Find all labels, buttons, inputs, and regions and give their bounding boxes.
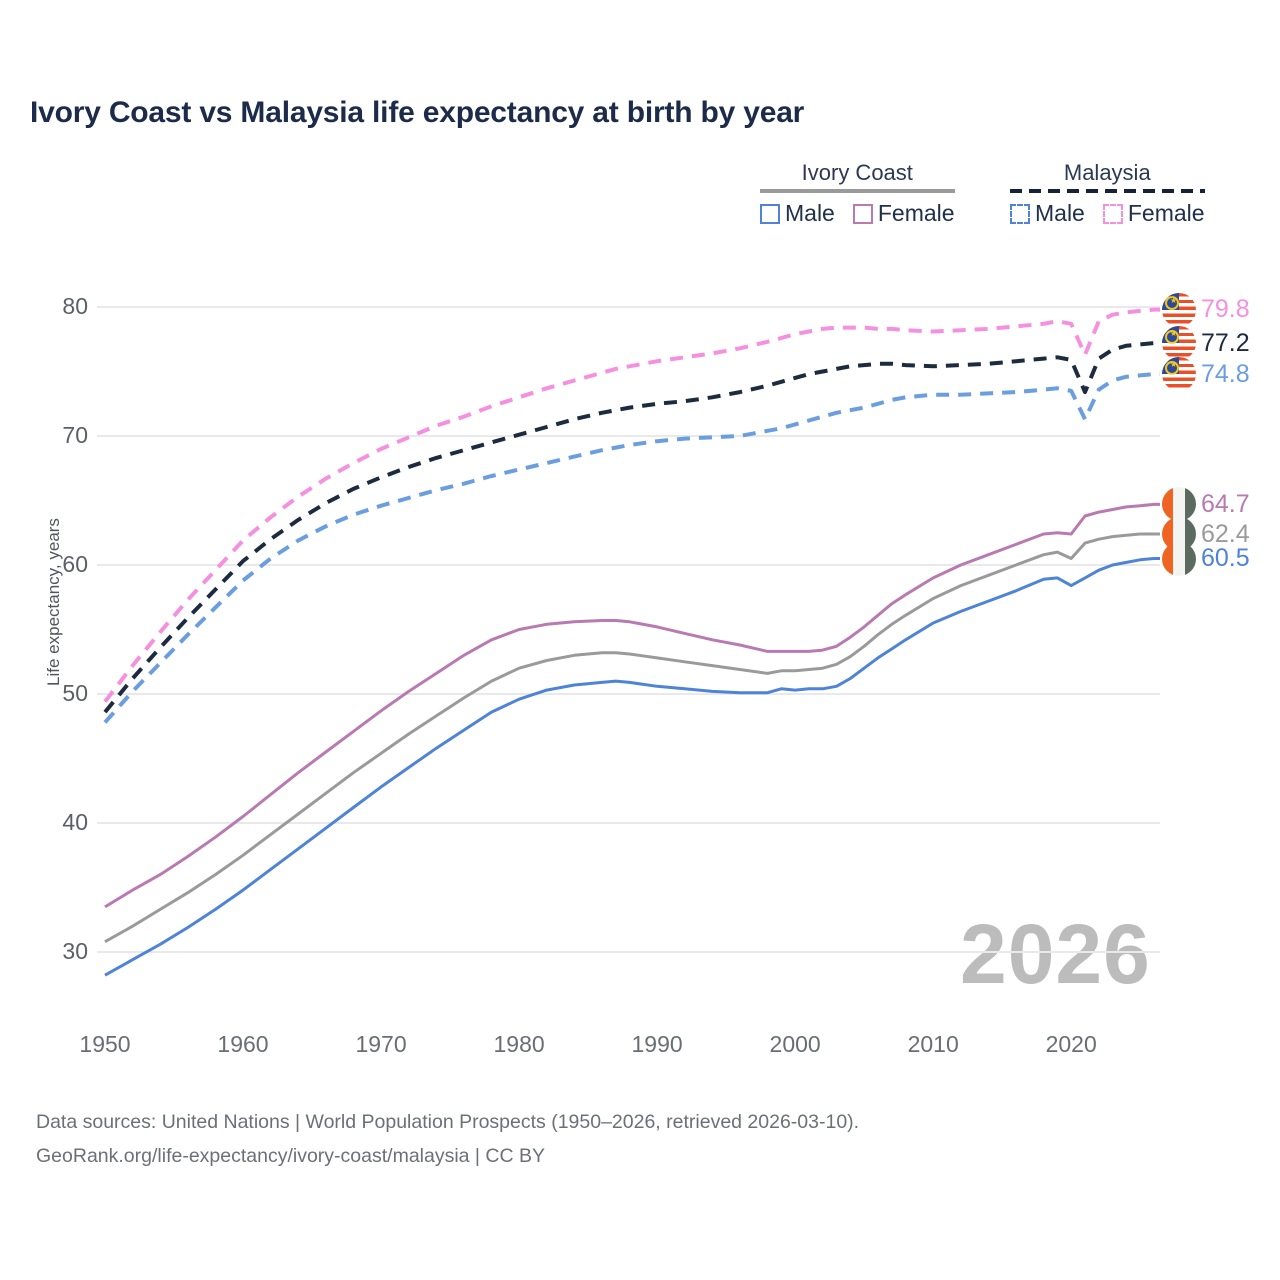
legend-swatch-solid-male-icon <box>760 203 780 224</box>
x-axis-tick-label: 2010 <box>907 1031 959 1057</box>
footer-line-attribution: GeoRank.org/life-expectancy/ivory-coast/… <box>36 1145 546 1168</box>
legend-label-malaysia-male: Male <box>1035 200 1085 226</box>
end-label-value: 79.8 <box>1201 295 1250 324</box>
x-axis-tick-label: 1950 <box>79 1031 131 1057</box>
x-axis-tick-label: 1990 <box>631 1031 683 1057</box>
legend-label-ivory-coast-female: Female <box>877 200 955 226</box>
y-axis-tick-label: 80 <box>62 293 88 319</box>
legend-item-malaysia-female[interactable]: Female <box>1102 200 1205 226</box>
ivory-coast-flag-icon <box>1162 541 1196 576</box>
malaysia-flag-icon: ★ <box>1162 357 1196 392</box>
legend-group-malaysia: Malaysia Male Female <box>1010 160 1205 225</box>
chart-legend: Ivory Coast Male Female Malaysia Male <box>755 160 1255 240</box>
end-label-value: 74.8 <box>1201 359 1250 388</box>
legend-country-malaysia: Malaysia <box>1063 160 1151 185</box>
x-axis-tick-label: 2020 <box>1045 1031 1097 1057</box>
y-axis-tick-label: 50 <box>62 680 88 706</box>
end-label-malaysia-male: ★ 74.8 <box>1162 357 1250 392</box>
y-axis-ticks: 30 40 50 60 70 80 <box>10 0 88 1280</box>
series-line-ivory-coast-female <box>104 502 1160 909</box>
ivory-coast-flag-icon <box>1162 517 1196 552</box>
x-axis-tick-label: 1980 <box>493 1031 545 1057</box>
end-label-value: 62.4 <box>1201 519 1250 548</box>
legend-country-ivory-coast: Ivory Coast <box>801 160 913 185</box>
legend-item-ivory-coast-male[interactable]: Male <box>760 202 835 225</box>
footer: Data sources: United Nations | World Pop… <box>36 1105 859 1173</box>
end-label-value: 64.7 <box>1201 489 1250 518</box>
legend-item-ivory-coast-female[interactable]: Female <box>852 200 955 226</box>
y-axis-tick-label: 40 <box>62 809 88 835</box>
ivory-coast-flag-icon <box>1162 487 1196 522</box>
legend-swatch-solid-female-icon <box>852 203 873 224</box>
x-axis-tick-label: 1970 <box>355 1031 407 1057</box>
end-label-malaysia-total: ★ 77.2 <box>1162 326 1250 361</box>
y-axis-tick-label: 60 <box>62 551 88 577</box>
series-line-ivory-coast-total <box>104 532 1160 944</box>
end-label-malaysia-female: ★ 79.8 <box>1162 292 1250 327</box>
legend-label-ivory-coast-male: Male <box>785 200 835 226</box>
page-title: Ivory Coast vs Malaysia life expectancy … <box>30 96 805 129</box>
legend-item-malaysia-male[interactable]: Male <box>1010 202 1085 225</box>
legend-rule-solid <box>760 189 955 193</box>
end-label-value: 60.5 <box>1201 544 1250 573</box>
legend-rule-dashed <box>1010 189 1205 193</box>
series-line-malaysia-male <box>103 372 1160 724</box>
y-axis-tick-label: 30 <box>62 938 88 964</box>
x-axis-tick-label: 2000 <box>769 1031 821 1057</box>
malaysia-flag-icon: ★ <box>1162 326 1196 361</box>
legend-label-malaysia-female: Female <box>1127 200 1205 226</box>
legend-group-ivory-coast: Ivory Coast Male Female <box>760 160 955 225</box>
series-line-malaysia-female <box>103 307 1160 703</box>
year-watermark: 2026 <box>960 907 1151 1001</box>
legend-swatch-dashed-male-icon <box>1010 203 1030 224</box>
end-label-ivory-coast-total: 62.4 <box>1162 517 1250 552</box>
end-label-value: 77.2 <box>1201 328 1250 357</box>
legend-swatch-dashed-female-icon <box>1102 203 1123 224</box>
y-axis-tick-label: 70 <box>62 422 88 448</box>
end-label-ivory-coast-female: 64.7 <box>1162 487 1250 522</box>
footer-line-sources: Data sources: United Nations | World Pop… <box>36 1111 860 1133</box>
malaysia-flag-icon: ★ <box>1162 292 1196 327</box>
series-line-malaysia-total <box>103 341 1160 714</box>
end-label-ivory-coast-male: 60.5 <box>1162 541 1250 576</box>
x-axis-tick-label: 1960 <box>217 1031 269 1057</box>
